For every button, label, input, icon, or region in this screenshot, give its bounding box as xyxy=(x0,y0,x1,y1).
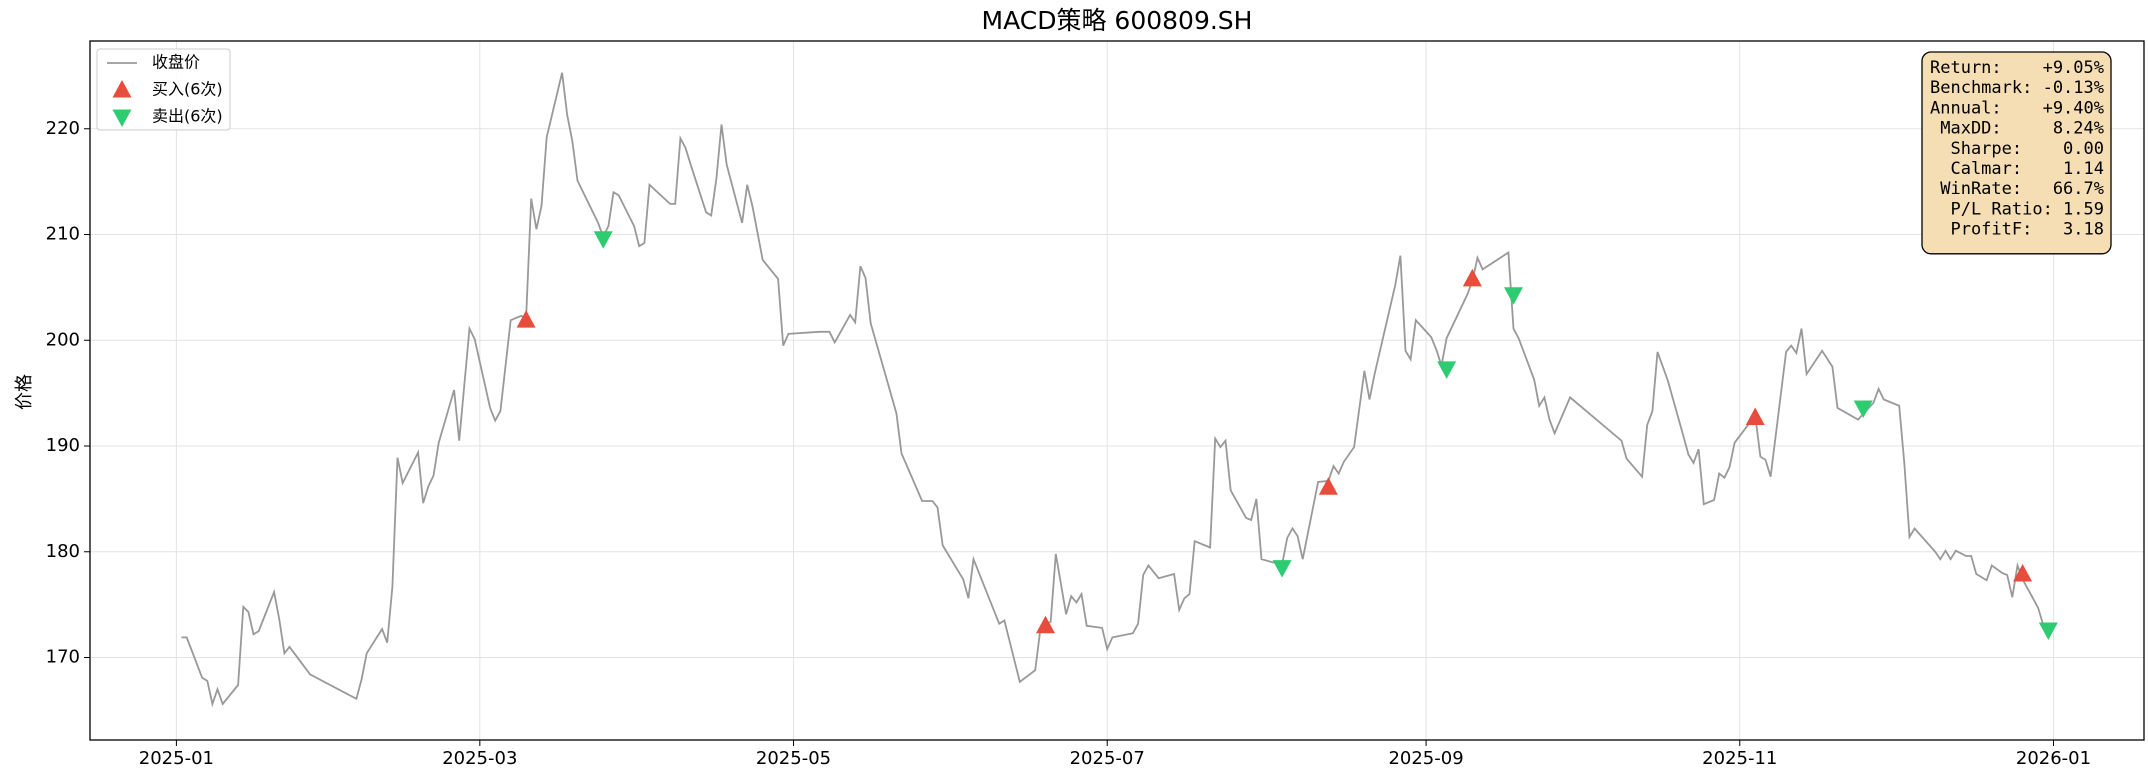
stats-line: P/L Ratio: 1.59 xyxy=(1930,199,2104,219)
stats-line: Sharpe: 0.00 xyxy=(1930,139,2104,159)
stats-line: ProfitF: 3.18 xyxy=(1930,220,2104,240)
sell-marker xyxy=(593,231,613,249)
stats-box xyxy=(1921,51,2112,255)
stats-line: Calmar: 1.14 xyxy=(1930,159,2104,179)
chart-title: MACD策略 600809.SH xyxy=(982,6,1253,35)
buy-marker xyxy=(1036,615,1056,634)
x-tick-label: 2026-01 xyxy=(2016,748,2091,769)
x-tick-label: 2025-07 xyxy=(1070,748,1145,769)
legend-marker xyxy=(112,109,132,127)
buy-marker xyxy=(516,310,536,328)
plot-frame xyxy=(89,40,2145,741)
legend-marker xyxy=(112,80,132,98)
buy-marker xyxy=(1318,477,1338,495)
price-line xyxy=(181,72,2050,708)
sell-marker xyxy=(2038,622,2058,641)
x-tick-label: 2025-05 xyxy=(756,748,831,769)
buy-marker xyxy=(1745,407,1765,425)
x-tick-label: 2025-11 xyxy=(1702,748,1777,769)
stats-line: Return: +9.05% xyxy=(1930,58,2104,78)
y-tick-label: 220 xyxy=(46,118,80,139)
sell-marker xyxy=(1272,560,1292,578)
sell-marker xyxy=(1504,287,1524,305)
sell-marker xyxy=(1853,400,1873,418)
y-tick-label: 190 xyxy=(46,435,80,456)
stats-line: MaxDD: 8.24% xyxy=(1930,119,2104,139)
legend-label: 买入(6次) xyxy=(152,80,223,99)
y-axis-label: 价格 xyxy=(14,374,35,410)
stats-line: WinRate: 66.7% xyxy=(1930,179,2104,199)
y-tick-label: 180 xyxy=(46,541,80,562)
stats-line: Annual: +9.40% xyxy=(1930,98,2104,118)
buy-marker xyxy=(2013,563,2033,582)
x-tick-label: 2025-01 xyxy=(139,748,214,769)
y-tick-label: 210 xyxy=(46,224,80,245)
y-tick-label: 200 xyxy=(46,329,80,350)
stats-line: Benchmark: -0.13% xyxy=(1930,78,2104,98)
y-tick-label: 170 xyxy=(46,647,80,668)
x-tick-label: 2025-03 xyxy=(442,748,517,769)
buy-marker xyxy=(1462,268,1482,287)
sell-marker xyxy=(1437,361,1457,379)
legend-label: 卖出(6次) xyxy=(152,107,223,126)
x-tick-label: 2025-09 xyxy=(1388,748,1463,769)
legend-label: 收盘价 xyxy=(152,53,200,72)
